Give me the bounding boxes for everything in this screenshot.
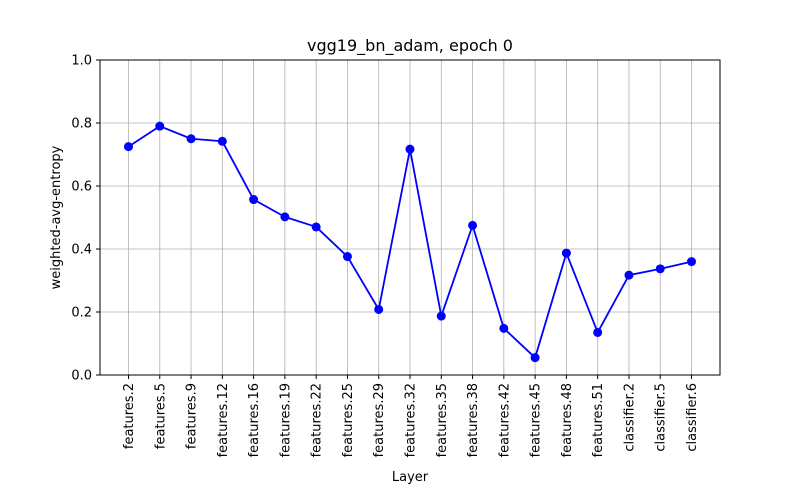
y-tick-label: 0.6 [71, 180, 92, 195]
data-point [499, 323, 509, 333]
x-tick-label: features.25 [341, 383, 356, 457]
y-tick-label: 0.2 [71, 306, 92, 321]
data-point [124, 142, 133, 152]
x-tick-label: features.2 [122, 383, 137, 449]
x-tick-label: features.32 [404, 383, 419, 457]
x-tick-label: features.38 [466, 383, 481, 457]
x-tick-label: features.9 [185, 383, 200, 449]
data-point [342, 252, 352, 262]
data-point [436, 311, 446, 321]
data-point [217, 136, 227, 146]
y-tick-label: 0.0 [71, 369, 92, 384]
x-tick-label: features.5 [153, 383, 168, 449]
y-tick-label: 0.4 [71, 243, 92, 258]
y-tick-label: 0.8 [71, 117, 92, 132]
data-point [655, 264, 665, 274]
x-tick-label: features.48 [560, 383, 575, 457]
data-point [374, 304, 384, 314]
series-entropy [124, 121, 696, 363]
x-tick-label: features.22 [310, 383, 325, 457]
x-tick-label: features.19 [278, 383, 293, 457]
y-tick-label: 1.0 [71, 54, 92, 69]
chart-title: vgg19_bn_adam, epoch 0 [307, 36, 513, 56]
y-axis-ticks: 0.0 0.2 0.4 0.6 0.8 1.0 [71, 54, 100, 384]
x-axis-label: Layer [392, 470, 429, 485]
x-tick-label: classifier.5 [654, 383, 669, 452]
x-tick-label: features.35 [435, 383, 450, 457]
data-point [687, 257, 696, 267]
data-point [280, 212, 290, 222]
data-point [624, 270, 634, 280]
data-point [155, 121, 165, 131]
data-point [593, 327, 603, 337]
x-tick-label: features.12 [216, 383, 231, 457]
data-point [311, 222, 321, 232]
data-point [530, 353, 540, 363]
x-tick-label: features.42 [497, 383, 512, 457]
data-point [249, 195, 259, 205]
x-tick-label: features.16 [247, 383, 262, 457]
data-point [468, 220, 478, 230]
data-point [186, 134, 196, 144]
data-point [561, 248, 571, 258]
x-axis-ticks: features.2 features.5 features.9 features.1… [122, 375, 700, 457]
data-point [405, 144, 415, 154]
grid-lines [100, 59, 720, 376]
x-tick-label: features.51 [591, 383, 606, 457]
x-tick-label: classifier.2 [622, 383, 637, 452]
x-tick-label: classifier.6 [685, 383, 700, 452]
y-axis-label: weighted-avg-entropy [49, 145, 64, 289]
x-tick-label: features.45 [529, 383, 544, 457]
x-tick-label: features.29 [372, 383, 387, 457]
